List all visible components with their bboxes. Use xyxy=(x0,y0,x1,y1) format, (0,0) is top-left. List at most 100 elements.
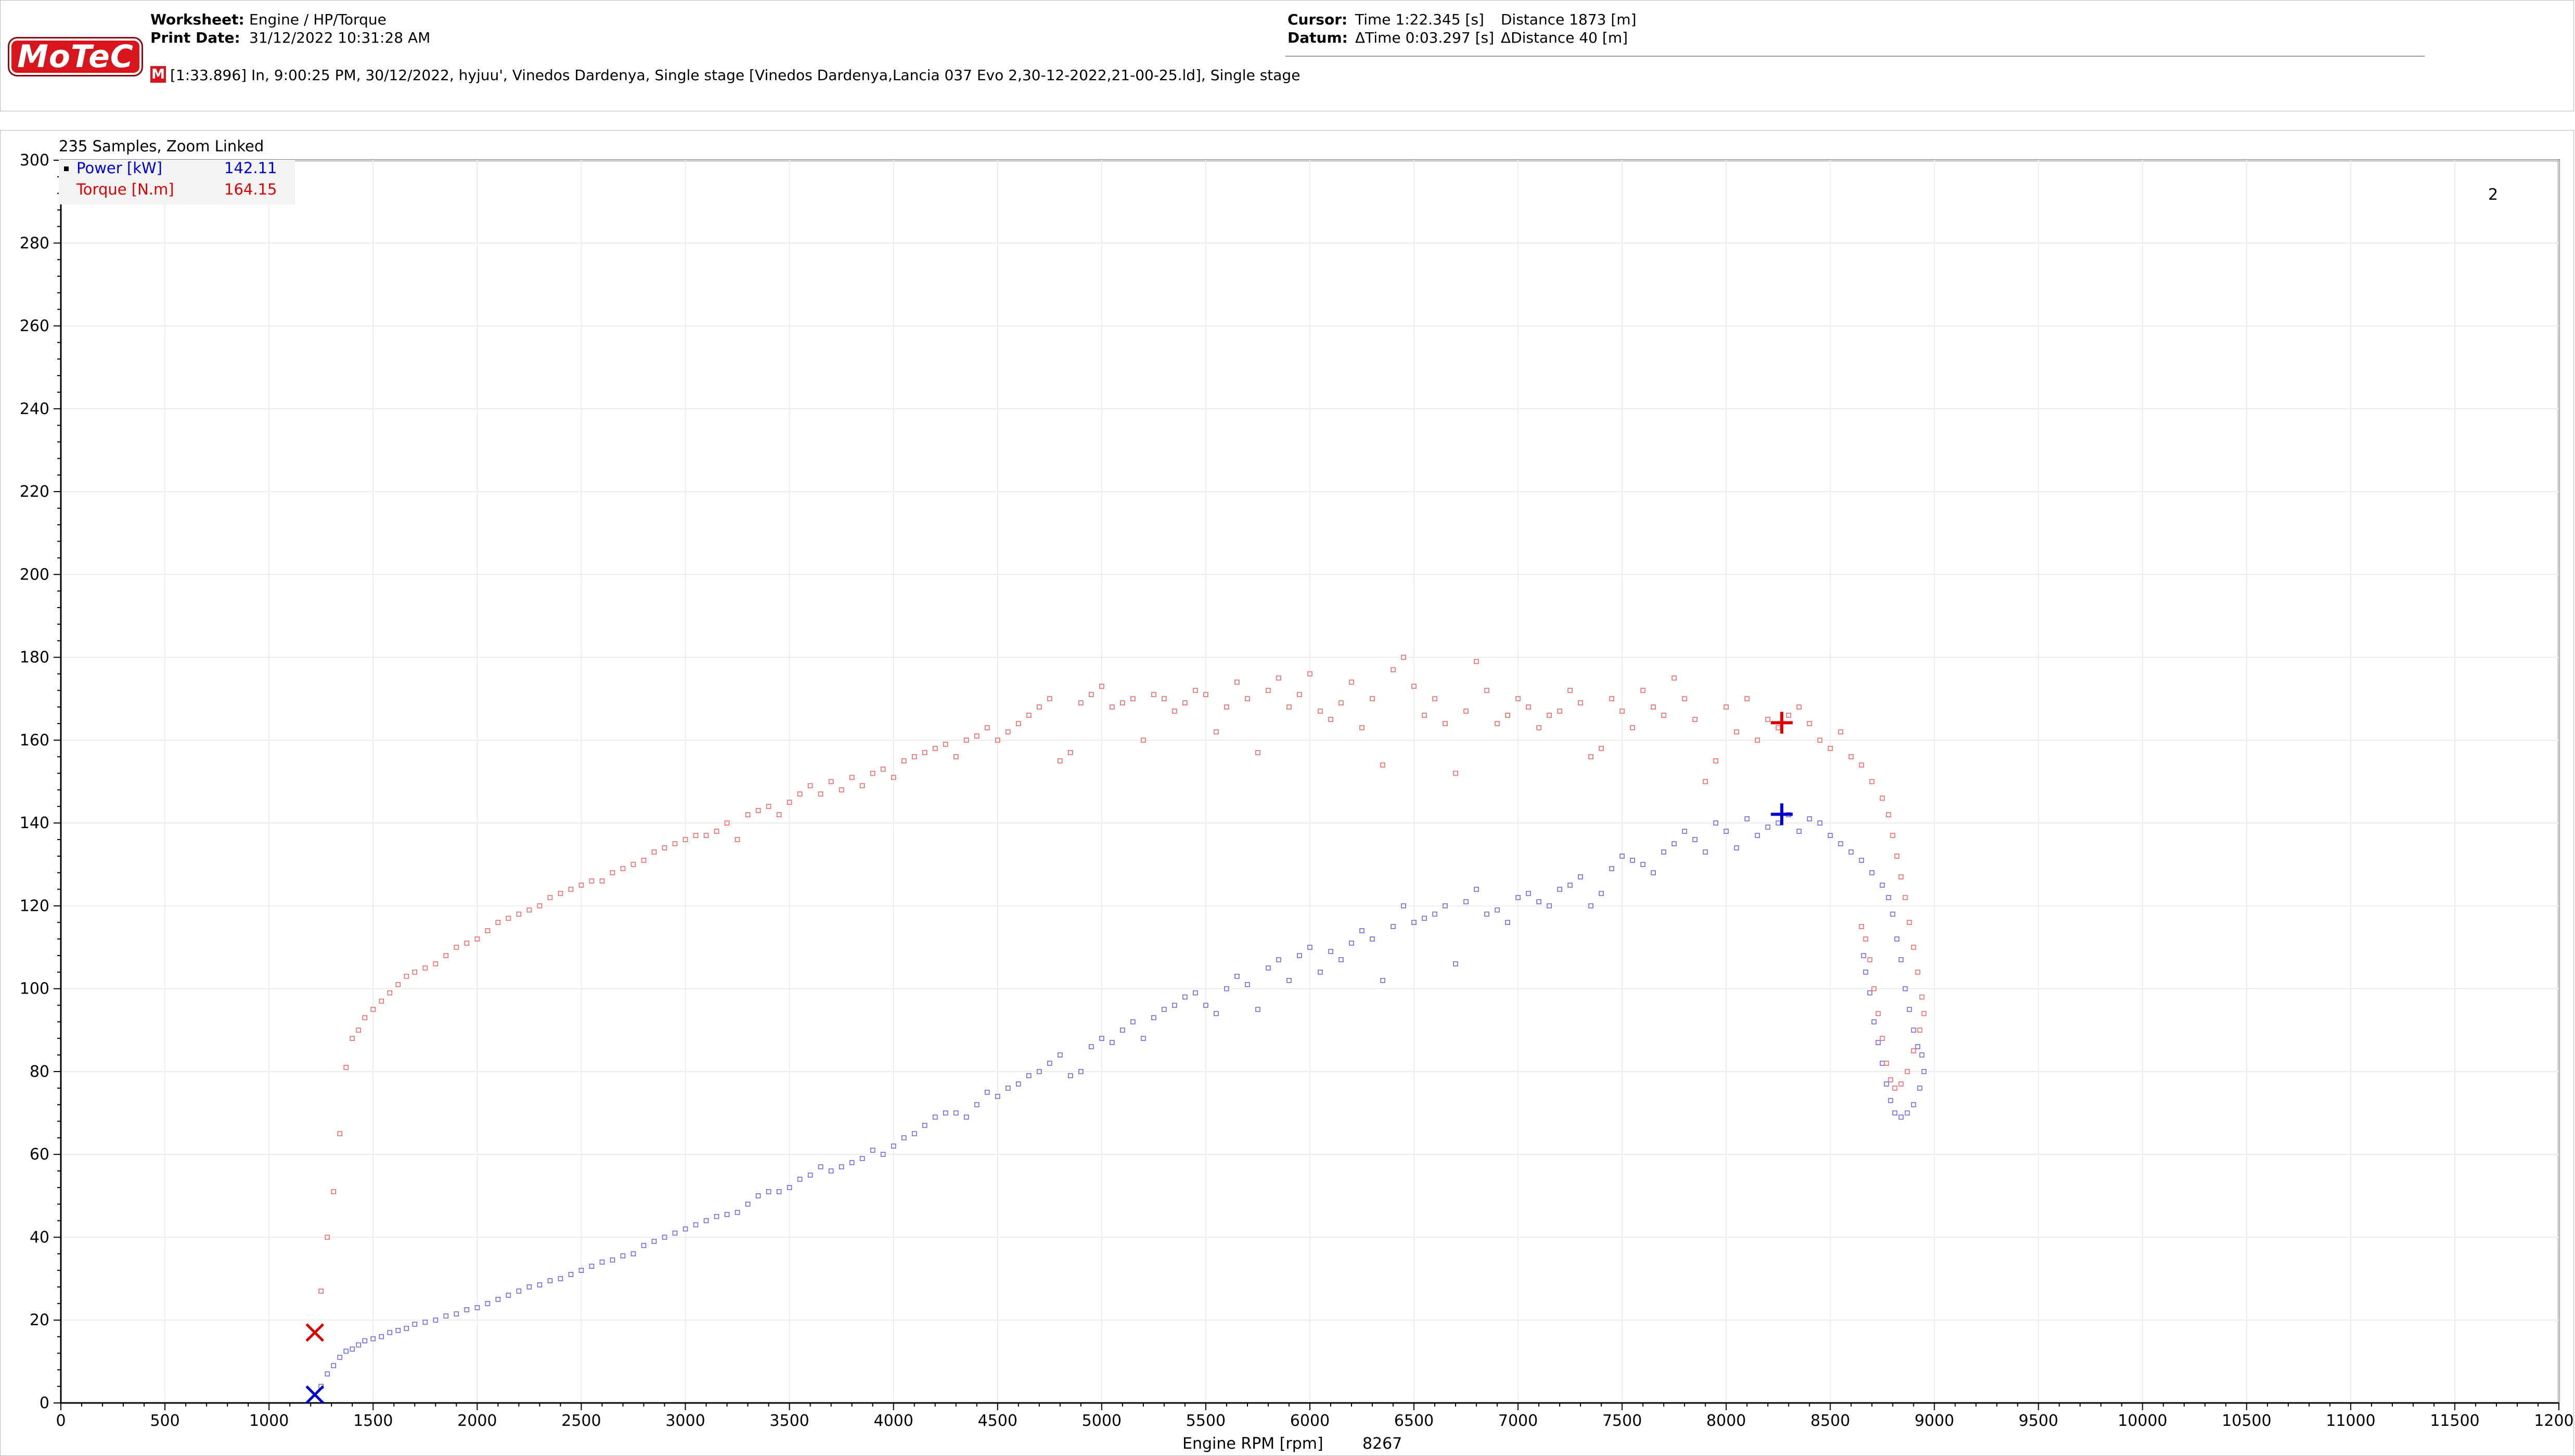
power-point xyxy=(1110,1040,1115,1045)
torque-point xyxy=(1578,700,1583,705)
torque-point xyxy=(1203,692,1208,698)
torque-point xyxy=(356,1027,362,1033)
torque-point xyxy=(1370,696,1375,702)
torque-point xyxy=(443,953,449,958)
torque-point xyxy=(1224,704,1229,710)
power-point xyxy=(1505,920,1510,925)
power-point xyxy=(537,1282,543,1287)
torque-point xyxy=(911,754,917,759)
chart-panel[interactable]: 235 Samples, Zoom Linked 0 500 1000 1500 200… xyxy=(0,130,2574,1456)
power-point xyxy=(807,1172,813,1178)
torque-point xyxy=(1515,696,1521,702)
power-point xyxy=(1861,953,1866,958)
logo-text: MoTeC xyxy=(17,38,134,75)
torque-point xyxy=(1661,713,1667,718)
power-point xyxy=(356,1342,362,1348)
power-point xyxy=(1390,924,1396,930)
power-point xyxy=(379,1334,384,1339)
torque-point xyxy=(1838,729,1844,735)
torque-point xyxy=(1765,717,1771,722)
grid xyxy=(60,159,2560,1404)
torque-point xyxy=(1807,721,1812,726)
power-point xyxy=(1151,1015,1156,1021)
power-point xyxy=(1203,1002,1208,1008)
power-point xyxy=(1661,849,1667,855)
torque-point xyxy=(1599,745,1604,751)
power-point xyxy=(1162,1007,1167,1012)
power-point xyxy=(932,1114,938,1120)
y-tick-label: 300 xyxy=(20,151,49,170)
torque-point xyxy=(1888,1077,1894,1083)
torque-point xyxy=(318,1289,324,1294)
power-point xyxy=(1765,824,1771,830)
y-tick-label: 0 xyxy=(40,1394,49,1412)
torque-point xyxy=(1089,692,1094,698)
torque-point xyxy=(422,965,428,971)
power-point xyxy=(1884,1081,1889,1087)
torque-point xyxy=(1234,679,1240,685)
legend[interactable]: Power [kW] 142.11 Torque [N.m] 164.15 xyxy=(59,159,295,204)
y-tick-label: 40 xyxy=(30,1228,49,1246)
torque-point xyxy=(1182,700,1188,705)
power-point xyxy=(1349,940,1354,946)
torque-point xyxy=(1286,704,1292,710)
torque-point xyxy=(1359,725,1364,730)
torque-point xyxy=(1713,758,1719,764)
torque-point xyxy=(1526,704,1531,710)
torque-point xyxy=(1120,700,1125,705)
torque-point xyxy=(745,812,751,818)
torque-point xyxy=(404,973,409,979)
torque-point xyxy=(818,791,823,797)
power-start-marker xyxy=(305,1385,324,1404)
torque-point xyxy=(1401,654,1406,660)
session-badge: M xyxy=(150,66,166,83)
torque-point xyxy=(651,849,657,855)
torque-point xyxy=(755,808,761,814)
legend-selected-marker xyxy=(64,166,69,171)
power-point xyxy=(1276,957,1281,962)
power-point xyxy=(1463,899,1469,905)
power-point xyxy=(547,1278,553,1283)
power-point xyxy=(766,1189,771,1194)
power-point xyxy=(422,1319,428,1325)
torque-point xyxy=(995,738,1000,743)
torque-point xyxy=(1640,688,1646,693)
torque-point xyxy=(1817,738,1823,743)
power-point xyxy=(1047,1061,1052,1066)
x-tick-label: 4000 xyxy=(873,1412,913,1430)
power-point xyxy=(1058,1052,1063,1058)
torque-point xyxy=(1245,696,1250,702)
power-point xyxy=(495,1297,501,1302)
power-point xyxy=(672,1230,678,1236)
power-point xyxy=(1318,970,1323,975)
power-point xyxy=(370,1336,376,1342)
power-point xyxy=(745,1201,751,1207)
power-point xyxy=(1557,886,1562,892)
torque-point xyxy=(1193,688,1198,693)
header-divider xyxy=(1285,56,2425,57)
power-point xyxy=(1871,1019,1877,1025)
power-point xyxy=(828,1168,834,1174)
torque-point xyxy=(963,738,969,743)
legend-power-name[interactable]: Power [kW] xyxy=(76,159,162,177)
scatter-chart[interactable]: 235 Samples, Zoom Linked 0 500 1000 1500 200… xyxy=(1,131,2574,1455)
x-tick-label: 1500 xyxy=(353,1412,393,1430)
torque-point xyxy=(1390,667,1396,673)
torque-point xyxy=(1151,692,1156,698)
cursor-time: Time 1:22.345 [s] xyxy=(1355,11,1484,28)
power-point xyxy=(1817,820,1823,826)
power-point xyxy=(1380,977,1385,983)
torque-point xyxy=(1422,713,1427,718)
power-point xyxy=(683,1226,688,1232)
power-point xyxy=(464,1307,470,1312)
power-point xyxy=(714,1214,719,1219)
legend-torque-name[interactable]: Torque [N.m] xyxy=(76,181,174,198)
x-tick-label: 6000 xyxy=(1290,1412,1330,1430)
torque-point xyxy=(1886,812,1891,818)
cursor-rpm-readout: 8267 xyxy=(1362,1435,1402,1453)
torque-point xyxy=(433,961,439,967)
power-point xyxy=(891,1143,896,1149)
torque-point xyxy=(776,812,782,818)
power-point xyxy=(443,1313,449,1319)
torque-point xyxy=(932,745,938,751)
